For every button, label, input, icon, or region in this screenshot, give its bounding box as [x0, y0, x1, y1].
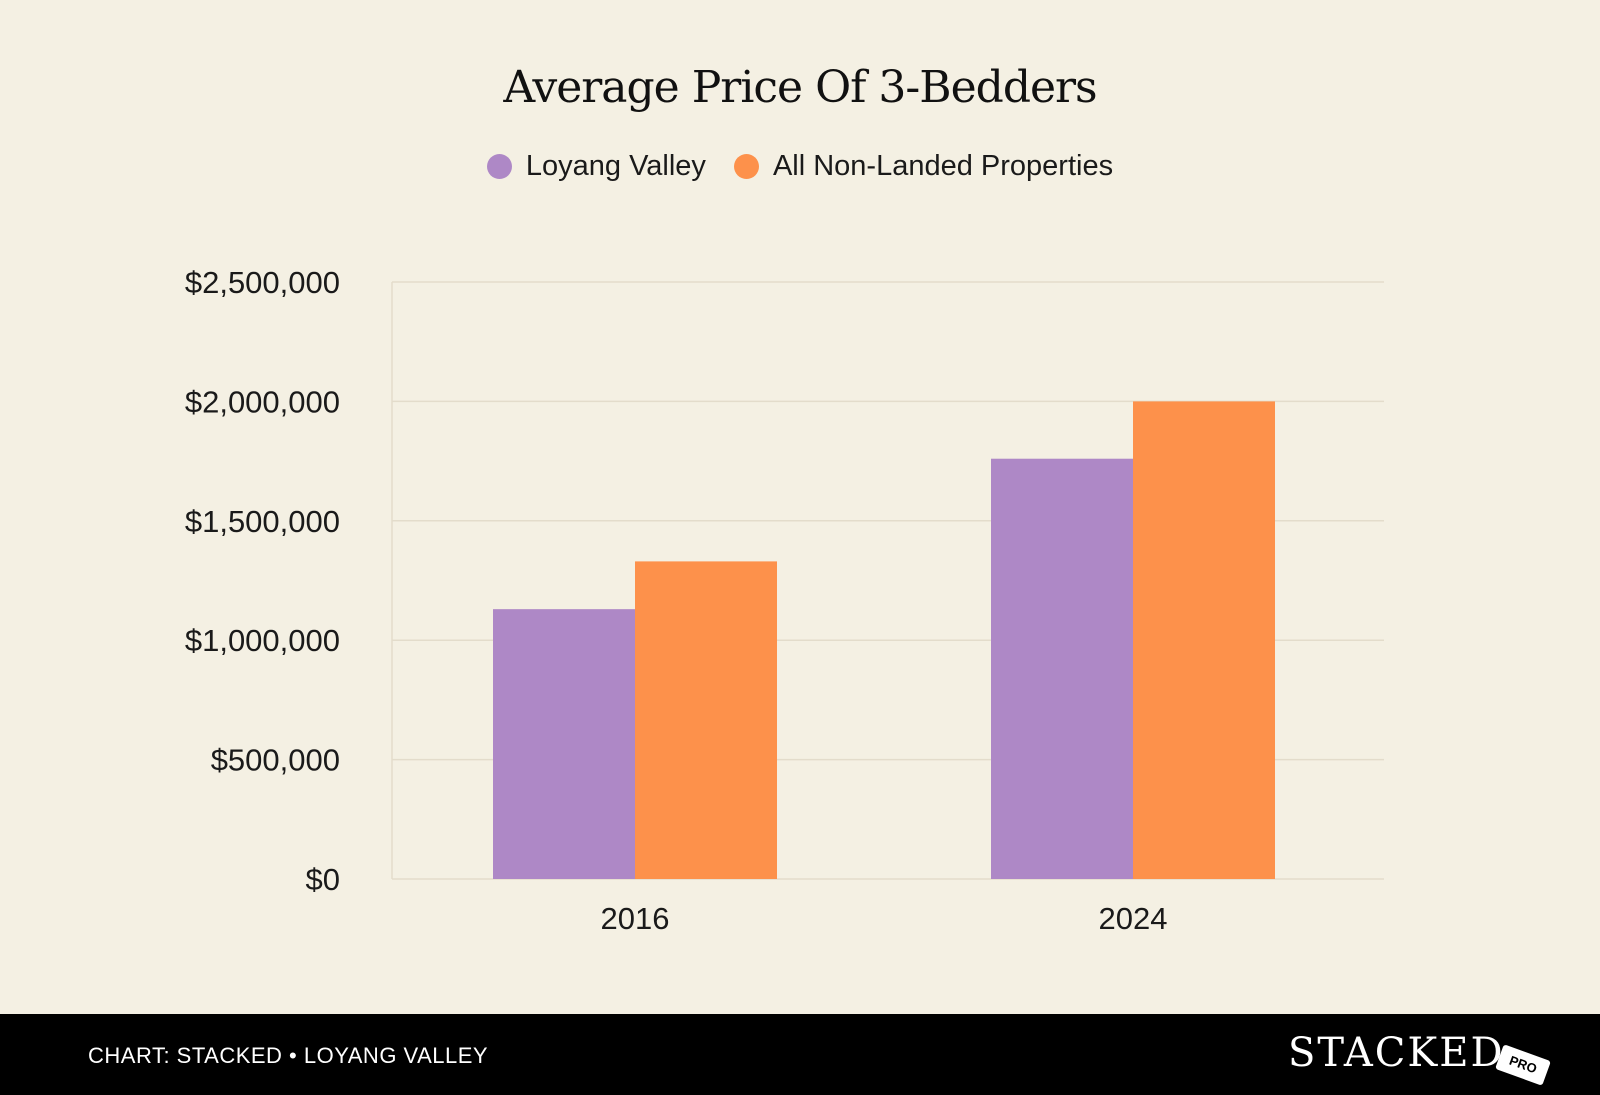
brand-logo: STACKED — [1288, 1030, 1505, 1076]
legend-item-all-non-landed: All Non-Landed Properties — [733, 150, 1114, 183]
y-tick-label: $1,000,000 — [185, 623, 340, 658]
y-tick-label: $500,000 — [211, 743, 340, 778]
y-tick-label: $2,500,000 — [185, 265, 340, 300]
y-tick-label: $0 — [306, 862, 340, 897]
y-tick-label: $1,500,000 — [185, 504, 340, 539]
x-tick-label: 2024 — [1099, 901, 1168, 936]
footer-credit: CHART: STACKED • LOYANG VALLEY — [88, 1043, 489, 1068]
legend-label-loyang-valley: Loyang Valley — [525, 150, 706, 182]
legend: Loyang Valley All Non-Landed Properties — [0, 150, 1600, 183]
legend-item-loyang-valley: Loyang Valley — [486, 150, 706, 183]
bar-all-non-landed-properties-2024 — [1133, 401, 1275, 879]
footer-bar: CHART: STACKED • LOYANG VALLEY STACKED P… — [0, 1014, 1600, 1095]
legend-swatch-all-non-landed — [733, 154, 759, 179]
legend-label-all-non-landed: All Non-Landed Properties — [772, 150, 1114, 182]
x-tick-label: 2016 — [601, 901, 670, 936]
bar-loyang-valley-2024 — [991, 458, 1133, 879]
y-tick-label: $2,000,000 — [185, 384, 340, 419]
brand-badge: PRO — [1495, 1044, 1551, 1086]
chart-title: Average Price Of 3-Bedders — [503, 62, 1097, 113]
plot-area: $0 $500,000 $1,000,000 $1,500,000 $2,000,000… — [185, 265, 1384, 936]
bar-loyang-valley-2016 — [493, 609, 635, 879]
bar-all-non-landed-properties-2016 — [635, 561, 777, 879]
legend-swatch-loyang-valley — [486, 154, 512, 179]
